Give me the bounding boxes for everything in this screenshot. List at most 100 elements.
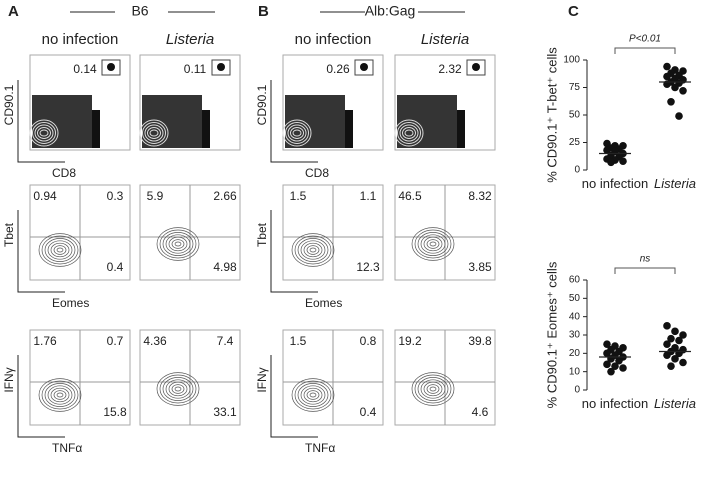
contour — [414, 229, 452, 259]
dense-events — [345, 110, 353, 148]
data-point — [603, 349, 611, 358]
y-axis-label: % CD90.1⁺ T-bet⁺ cells — [544, 47, 559, 183]
contour — [147, 127, 161, 139]
contour — [174, 386, 182, 392]
contour — [306, 390, 320, 400]
data-point — [603, 340, 611, 348]
data-point — [667, 334, 675, 343]
y-tick-label: 50 — [569, 110, 581, 121]
gate — [466, 59, 486, 76]
significance-label: ns — [640, 254, 651, 265]
contour — [53, 390, 67, 400]
contour — [294, 235, 332, 265]
y-axis-label: CD90.1 — [2, 84, 16, 125]
gated-events — [217, 63, 225, 71]
contour — [429, 241, 437, 247]
dense-events — [285, 95, 345, 148]
contour — [44, 383, 76, 407]
gate — [101, 59, 121, 76]
contour — [165, 234, 191, 254]
contour — [426, 239, 440, 249]
contour — [282, 119, 312, 147]
contour — [303, 242, 323, 258]
y-axis-label: Tbet — [255, 222, 269, 247]
quadrant-value: 0.4 — [360, 405, 377, 419]
y-tick-label: 40 — [569, 311, 581, 322]
quadrant-value: 4.6 — [472, 405, 489, 419]
column-title: Listeria — [421, 31, 469, 48]
y-axis-label: % CD90.1⁺ Eomes⁺ cells — [544, 261, 559, 408]
gate-value: 0.11 — [184, 62, 207, 76]
y-tick-label: 50 — [569, 293, 581, 304]
contour — [41, 235, 79, 265]
flow-plot — [139, 59, 231, 148]
flow-plot — [30, 330, 130, 425]
gate — [211, 59, 231, 76]
contour — [156, 227, 200, 261]
flow-plot — [140, 330, 240, 425]
data-point — [671, 327, 679, 336]
dense-events — [142, 95, 202, 148]
quadrant-value: 1.1 — [360, 189, 377, 203]
quadrant-value: 0.3 — [107, 189, 124, 203]
contour — [144, 124, 164, 142]
data-point — [619, 157, 627, 165]
flow-plot — [395, 330, 495, 425]
contour — [29, 119, 59, 147]
contour — [32, 122, 56, 144]
contour — [156, 372, 200, 406]
contour — [50, 242, 70, 258]
contour — [290, 127, 304, 139]
data-point — [663, 340, 671, 348]
contour — [38, 378, 82, 412]
contour — [411, 372, 455, 406]
data-point — [675, 112, 683, 120]
quadrant-value: 15.8 — [103, 405, 127, 419]
y-tick-label: 60 — [569, 275, 581, 286]
flow-plot — [282, 59, 374, 148]
gated-events — [472, 63, 480, 71]
data-point — [671, 355, 679, 363]
flow-plot — [30, 185, 130, 280]
data-point — [619, 364, 627, 372]
y-tick-label: 0 — [574, 165, 580, 176]
quadrant-value: 19.2 — [398, 334, 422, 348]
panel-title: Alb:Gag — [365, 3, 416, 19]
x-axis-label: Eomes — [305, 296, 342, 310]
contour — [297, 238, 329, 262]
contour — [417, 232, 449, 256]
quadrant-value: 1.5 — [290, 334, 307, 348]
contour — [50, 387, 70, 403]
panel-label: C — [568, 3, 579, 20]
contour — [285, 122, 309, 144]
y-axis-label: CD90.1 — [255, 84, 269, 125]
flow-plot — [394, 59, 486, 148]
dense-events — [32, 95, 92, 148]
contour — [429, 386, 437, 392]
significance-bracket — [614, 267, 676, 274]
contour — [139, 119, 169, 147]
gated-events — [107, 63, 115, 71]
contour — [306, 245, 320, 255]
quadrant-value: 0.7 — [107, 334, 124, 348]
data-point — [679, 358, 687, 367]
contour — [159, 374, 197, 404]
data-point — [607, 367, 615, 376]
contour — [168, 381, 188, 397]
contour — [309, 392, 317, 398]
contour — [309, 247, 317, 253]
y-axis-label: IFNγ — [2, 367, 16, 392]
axis-bracket — [270, 210, 318, 293]
data-point — [671, 83, 679, 92]
contour — [38, 233, 82, 267]
contour — [394, 119, 424, 147]
y-tick-label: 10 — [569, 366, 581, 377]
contour — [411, 227, 455, 261]
data-point — [675, 336, 683, 345]
contour — [44, 238, 76, 262]
contour — [149, 129, 159, 137]
quadrant-value: 8.32 — [468, 189, 492, 203]
axis-bracket — [17, 355, 65, 438]
contour — [53, 245, 67, 255]
